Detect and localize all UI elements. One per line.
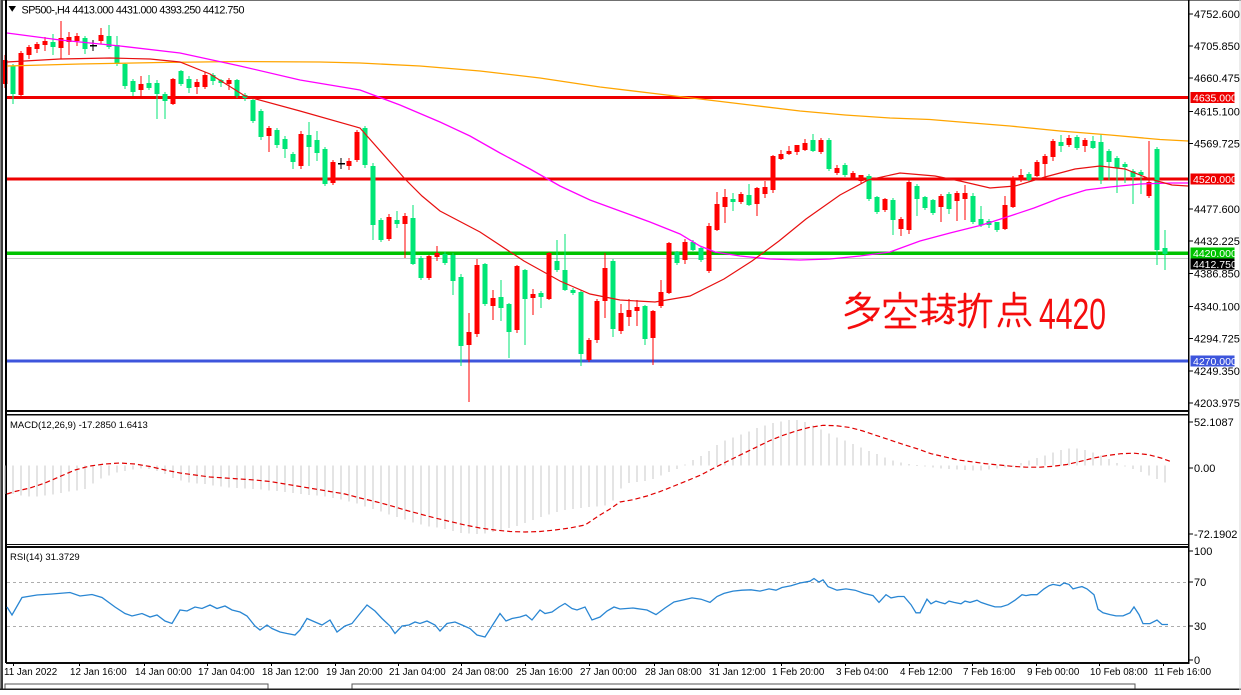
svg-text:RSI(14) 31.3729: RSI(14) 31.3729	[10, 552, 80, 563]
svg-text:28 Jan 08:00: 28 Jan 08:00	[645, 667, 702, 678]
svg-text:4340.100: 4340.100	[1194, 302, 1240, 314]
svg-text:4294.725: 4294.725	[1194, 334, 1240, 346]
svg-text:21 Jan 04:00: 21 Jan 04:00	[389, 667, 446, 678]
svg-text:4520.000: 4520.000	[1193, 174, 1237, 186]
svg-text:0: 0	[1194, 655, 1200, 667]
svg-text:11 Jan 2022: 11 Jan 2022	[4, 667, 57, 678]
svg-text:4615.100: 4615.100	[1194, 107, 1240, 119]
svg-text:SP500-,H4 4413.000 4431.000 4: SP500-,H4 4413.000 4431.000 4393.250 441…	[22, 5, 245, 17]
svg-text:25 Jan 16:00: 25 Jan 16:00	[516, 667, 573, 678]
svg-text:0.00: 0.00	[1194, 463, 1215, 475]
svg-text:12 Jan 16:00: 12 Jan 16:00	[70, 667, 127, 678]
svg-text:4420.000: 4420.000	[1193, 248, 1237, 260]
svg-text:-72.1902: -72.1902	[1194, 529, 1237, 541]
svg-text:10 Feb 08:00: 10 Feb 08:00	[1090, 667, 1148, 678]
svg-text:4249.350: 4249.350	[1194, 366, 1240, 378]
svg-text:4432.225: 4432.225	[1194, 236, 1240, 248]
svg-text:4270.000: 4270.000	[1193, 356, 1237, 368]
svg-text:3 Feb 04:00: 3 Feb 04:00	[836, 667, 889, 678]
svg-text:MACD(12,26,9) -17.2850 1.6413: MACD(12,26,9) -17.2850 1.6413	[10, 420, 148, 431]
svg-text:4477.600: 4477.600	[1194, 204, 1240, 216]
svg-text:4569.725: 4569.725	[1194, 139, 1240, 151]
svg-text:52.1087: 52.1087	[1194, 417, 1234, 429]
svg-text:24 Jan 08:00: 24 Jan 08:00	[452, 667, 509, 678]
svg-text:14 Jan 00:00: 14 Jan 00:00	[135, 667, 192, 678]
svg-text:19 Jan 20:00: 19 Jan 20:00	[326, 667, 383, 678]
svg-text:4660.475: 4660.475	[1194, 73, 1240, 85]
svg-text:4386.850: 4386.850	[1194, 269, 1240, 281]
svg-text:18 Jan 12:00: 18 Jan 12:00	[262, 667, 319, 678]
svg-text:4705.850: 4705.850	[1194, 41, 1240, 53]
svg-text:4420: 4420	[1039, 290, 1106, 339]
svg-text:27 Jan 00:00: 27 Jan 00:00	[580, 667, 637, 678]
svg-text:11 Feb 16:00: 11 Feb 16:00	[1154, 667, 1212, 678]
svg-text:4203.975: 4203.975	[1194, 398, 1240, 410]
svg-text:4412.750: 4412.750	[1193, 259, 1237, 271]
svg-text:4 Feb 12:00: 4 Feb 12:00	[900, 667, 953, 678]
svg-text:9 Feb 00:00: 9 Feb 00:00	[1027, 667, 1080, 678]
svg-text:7 Feb 16:00: 7 Feb 16:00	[963, 667, 1016, 678]
svg-text:100: 100	[1194, 546, 1212, 558]
svg-text:30: 30	[1194, 621, 1206, 633]
svg-text:17 Jan 04:00: 17 Jan 04:00	[198, 667, 255, 678]
svg-text:1 Feb 20:00: 1 Feb 20:00	[772, 667, 825, 678]
svg-text:4635.000: 4635.000	[1193, 93, 1237, 105]
svg-text:70: 70	[1194, 577, 1206, 589]
svg-text:4752.600: 4752.600	[1194, 9, 1240, 21]
svg-text:31 Jan 12:00: 31 Jan 12:00	[709, 667, 766, 678]
